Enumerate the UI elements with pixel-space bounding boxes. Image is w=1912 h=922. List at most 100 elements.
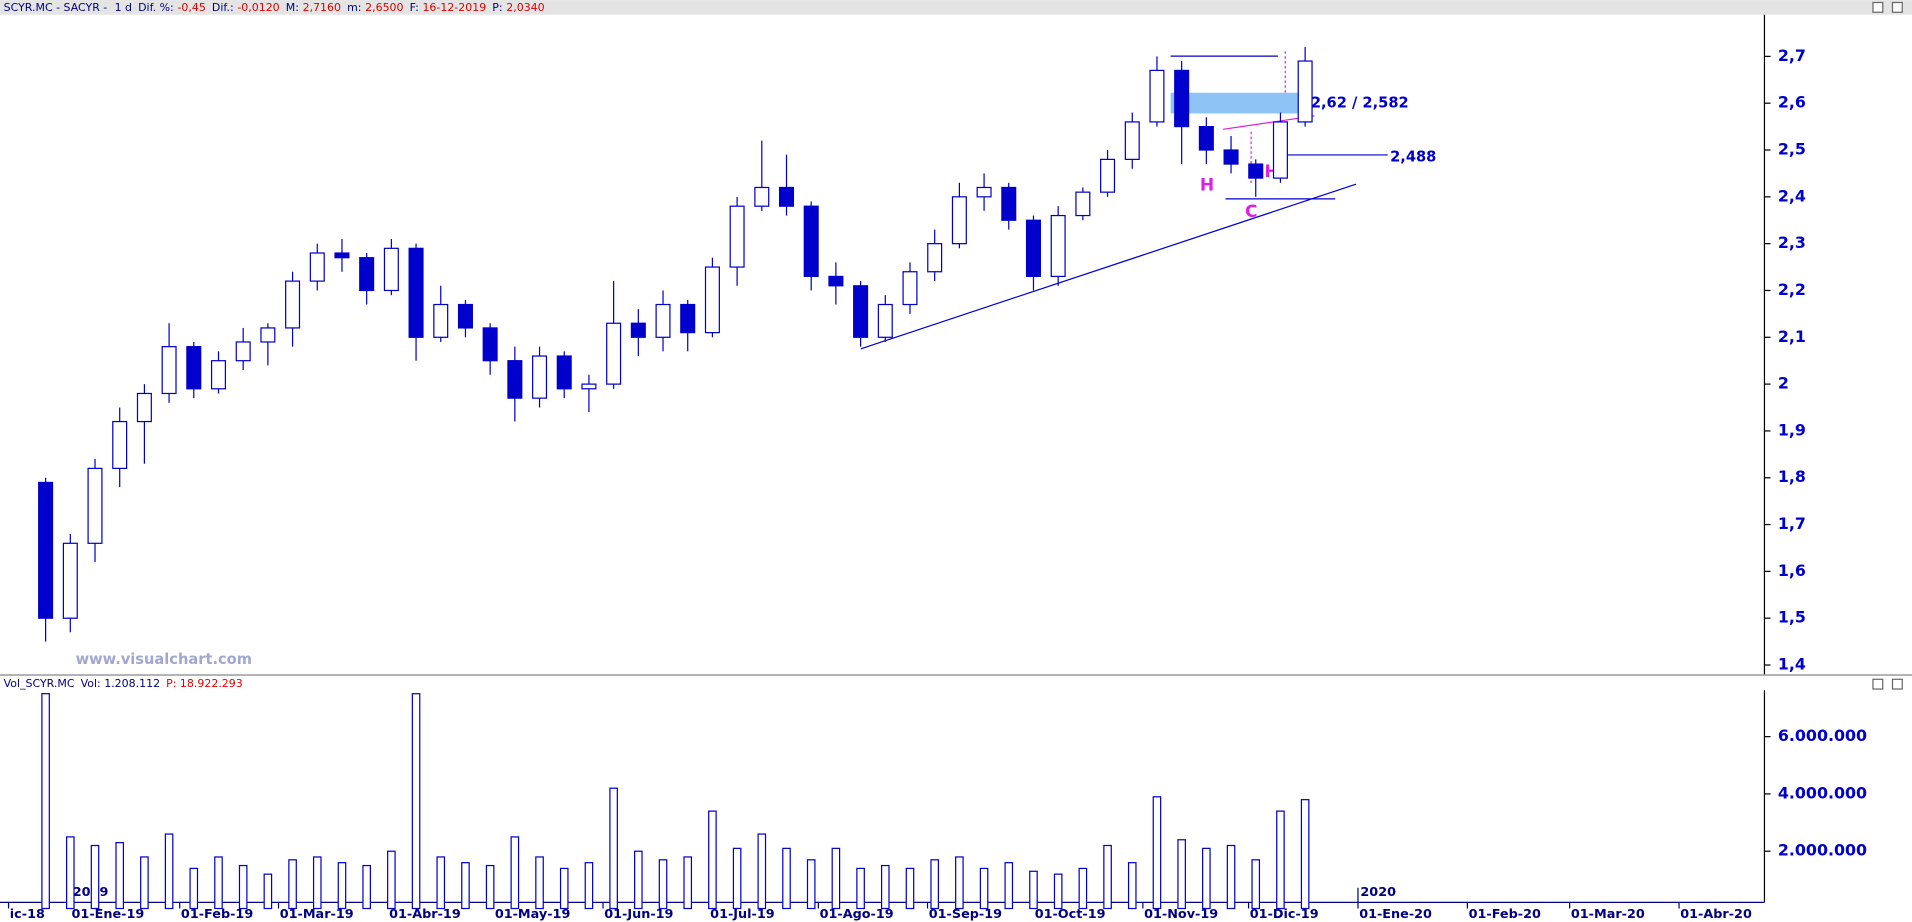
y-tick-label: 2,7 [1778, 46, 1806, 65]
volume-bar [535, 856, 544, 910]
support-label: 2,488 [1390, 148, 1436, 165]
volume-p: P: 18.922.293 [166, 677, 243, 690]
volume-bar [683, 856, 693, 910]
volume-bar [214, 856, 223, 910]
y-tick-label: 2.000.000 [1778, 841, 1867, 860]
volume-bar [164, 833, 174, 910]
field-value: 16-12-2019 [422, 1, 486, 14]
candle-body [902, 271, 918, 306]
minimize-button[interactable] [1872, 678, 1884, 690]
candle-body [161, 346, 177, 395]
year-label: 2019 [73, 885, 109, 900]
candle-body [1149, 69, 1165, 123]
candle-body [87, 467, 103, 544]
volume-bar [1251, 859, 1261, 910]
candle-body [951, 196, 967, 245]
y-tick-label: 1,8 [1778, 467, 1806, 486]
volume-bar [979, 867, 989, 910]
x-tick-label: 01-Sep-19 [929, 907, 1002, 922]
y-tick-label: 2,3 [1778, 233, 1806, 252]
candle-body [1272, 121, 1288, 179]
candle-body [976, 186, 992, 198]
candle-body [556, 355, 572, 390]
candle-body [877, 303, 893, 338]
field-label: M: [286, 1, 299, 14]
candle-body [359, 257, 375, 292]
candle-body [729, 205, 745, 268]
candle-body [1075, 191, 1091, 217]
volume-bar [1300, 799, 1310, 910]
volume-bar [1152, 796, 1162, 910]
candle-body [606, 322, 622, 385]
period: 1 d [115, 1, 132, 14]
y-tick-label: 1,4 [1778, 655, 1806, 674]
field-value: -0,0120 [237, 1, 279, 14]
volume-bar [411, 693, 421, 910]
volume-name: Vol_SCYR.MC [4, 677, 75, 690]
volume-bar [806, 859, 816, 910]
zone-label: 2,62 / 2,582 [1311, 95, 1409, 112]
candle-body [704, 266, 720, 334]
volume-bar [1127, 862, 1137, 910]
volume-header: Vol_SCYR.MC Vol: 1.208.112 P: 18.922.293 [4, 677, 243, 690]
minimize-button[interactable] [1872, 1, 1884, 13]
volume-bar [1078, 867, 1088, 910]
volume-bar [955, 856, 964, 910]
volume-bar [1202, 847, 1211, 910]
volume-bar [337, 862, 347, 910]
volume-bar [856, 867, 865, 910]
x-tick-label: 01-Feb-19 [181, 907, 253, 922]
volume-bar [436, 856, 446, 910]
candle-body [630, 322, 646, 338]
volume-value: Vol: 1.208.112 [81, 677, 160, 690]
y-tick-label: 2,6 [1778, 93, 1806, 112]
volume-bar [609, 787, 618, 910]
volume-bar [584, 862, 594, 910]
candle-body [235, 341, 251, 362]
candle-body [581, 383, 597, 390]
candle-body [1248, 163, 1264, 179]
volume-bar [732, 847, 742, 910]
year-label: 2020 [1360, 885, 1396, 900]
volume-bar [905, 867, 915, 910]
candle-body [778, 186, 795, 207]
candle-body [828, 275, 844, 287]
candle-body [1174, 69, 1190, 128]
y-tick-label: 2,2 [1778, 280, 1806, 299]
candle-body [1297, 60, 1313, 123]
x-tick-label: 01-Mar-19 [280, 907, 354, 922]
field-value: -0,45 [177, 1, 205, 14]
x-tick-label: 01-Abr-19 [389, 907, 461, 922]
candle-body [482, 327, 498, 362]
volume-bar [634, 850, 643, 910]
candle-body [210, 360, 227, 390]
watermark: www.visualchart.com [76, 651, 252, 668]
x-tick-label: 01-Nov-19 [1144, 907, 1218, 922]
candle-body [38, 481, 54, 619]
volume-bar [782, 847, 791, 910]
price-header: SCYR.MC - SACYR - 1 d Dif. %: -0,45 Dif.: -0,… [4, 1, 545, 14]
field-value: 2,7160 [303, 1, 341, 14]
x-tick-label: 01-May-19 [495, 907, 571, 922]
volume-bar [1103, 844, 1112, 910]
volume-bar [485, 864, 495, 910]
trend-line [860, 183, 1357, 350]
field-label: P: [492, 1, 502, 14]
field-value: 2,6500 [365, 1, 403, 14]
candle-body [260, 327, 276, 343]
x-tick-label: 01-Abr-20 [1680, 907, 1752, 922]
close-button[interactable] [1891, 678, 1903, 690]
y-tick-label: 1,9 [1778, 420, 1806, 439]
y-tick-label: 2,4 [1778, 186, 1806, 205]
volume-bar [930, 859, 939, 910]
volume-bar [65, 836, 75, 910]
volume-bar [238, 864, 248, 910]
close-button[interactable] [1891, 1, 1903, 13]
volume-bar [1053, 873, 1063, 910]
y-tick-label: 4.000.000 [1778, 783, 1867, 802]
candle-body [927, 243, 943, 273]
volume-bar [140, 856, 149, 910]
volume-bar [510, 836, 520, 910]
volume-bar [1276, 810, 1285, 910]
